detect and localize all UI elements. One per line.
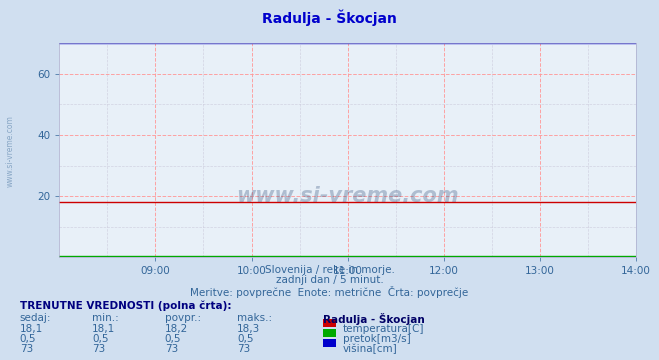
- Text: Radulja - Škocjan: Radulja - Škocjan: [262, 9, 397, 26]
- Text: pretok[m3/s]: pretok[m3/s]: [343, 334, 411, 344]
- Text: zadnji dan / 5 minut.: zadnji dan / 5 minut.: [275, 275, 384, 285]
- Text: TRENUTNE VREDNOSTI (polna črta):: TRENUTNE VREDNOSTI (polna črta):: [20, 301, 231, 311]
- Text: 0,5: 0,5: [237, 334, 254, 344]
- Text: 18,1: 18,1: [92, 324, 115, 334]
- Text: višina[cm]: višina[cm]: [343, 344, 397, 355]
- Text: 18,1: 18,1: [20, 324, 43, 334]
- Text: 0,5: 0,5: [92, 334, 109, 344]
- Text: min.:: min.:: [92, 313, 119, 323]
- Text: 73: 73: [92, 344, 105, 354]
- Text: Slovenija / reke in morje.: Slovenija / reke in morje.: [264, 265, 395, 275]
- Text: 0,5: 0,5: [165, 334, 181, 344]
- Text: 0,5: 0,5: [20, 334, 36, 344]
- Text: povpr.:: povpr.:: [165, 313, 201, 323]
- Text: maks.:: maks.:: [237, 313, 272, 323]
- Text: www.si-vreme.com: www.si-vreme.com: [5, 115, 14, 187]
- Text: Meritve: povprečne  Enote: metrične  Črta: povprečje: Meritve: povprečne Enote: metrične Črta:…: [190, 286, 469, 298]
- Text: temperatura[C]: temperatura[C]: [343, 324, 424, 334]
- Text: 73: 73: [237, 344, 250, 354]
- Text: Radulja - Škocjan: Radulja - Škocjan: [323, 313, 424, 325]
- Text: 73: 73: [165, 344, 178, 354]
- Text: sedaj:: sedaj:: [20, 313, 51, 323]
- Text: 73: 73: [20, 344, 33, 354]
- Text: 18,2: 18,2: [165, 324, 188, 334]
- Text: www.si-vreme.com: www.si-vreme.com: [237, 186, 459, 206]
- Text: 18,3: 18,3: [237, 324, 260, 334]
